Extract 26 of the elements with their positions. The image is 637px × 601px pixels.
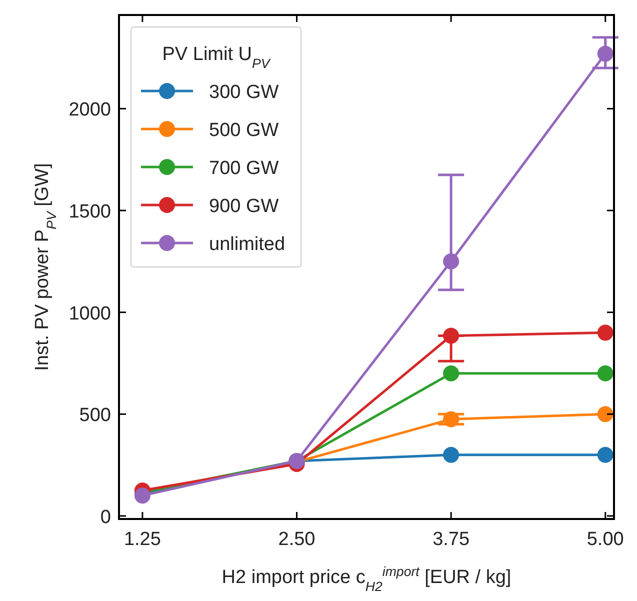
y-tick-label: 500 [79, 405, 111, 426]
point [443, 411, 460, 428]
legend-label: 900 GW [209, 196, 279, 217]
point [597, 446, 614, 463]
legend-label: 700 GW [209, 158, 279, 179]
point [597, 46, 614, 62]
point [443, 446, 460, 463]
point [597, 365, 614, 382]
x-tick-label: 5.00 [586, 529, 624, 550]
x-axis-title: H2 import price c$_{H2}$$^{import}$ [EUR / kg] [222, 564, 512, 594]
x-tick-label: 3.75 [432, 529, 470, 550]
point [597, 324, 614, 341]
legend-title: PV Limit U$_{PV}$ [162, 44, 271, 70]
y-tick-label: 1500 [68, 201, 111, 222]
point [443, 365, 460, 382]
y-tick-label: 1000 [68, 303, 111, 324]
point [443, 328, 460, 344]
legend-label: 300 GW [209, 82, 279, 103]
legend-label: 500 GW [209, 120, 279, 141]
y-tick-label: 2000 [68, 100, 111, 121]
y-tick-label: 0 [100, 506, 111, 528]
x-tick-label: 1.25 [124, 529, 161, 550]
point [597, 406, 614, 422]
point [443, 253, 460, 270]
legend-label: unlimited [209, 234, 286, 255]
x-tick-label: 2.50 [278, 529, 316, 550]
